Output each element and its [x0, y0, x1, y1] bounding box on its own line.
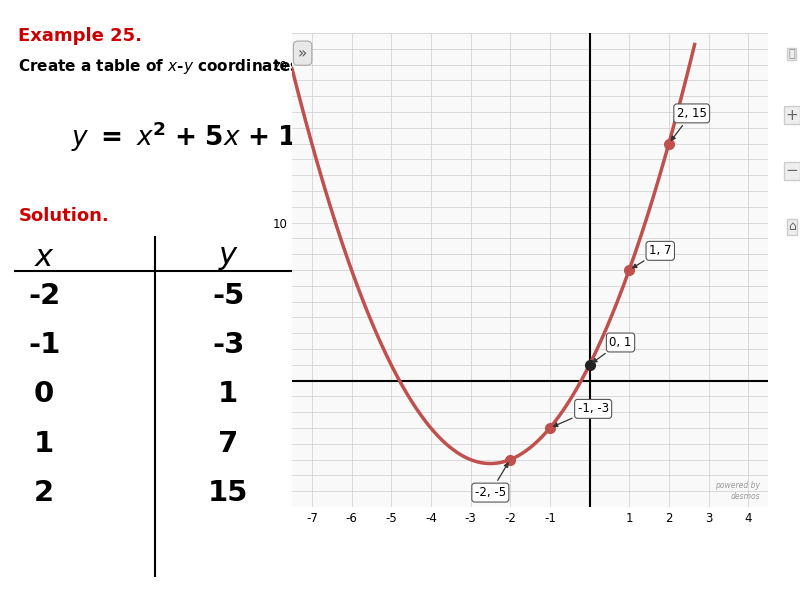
- Text: ⌂: ⌂: [788, 220, 796, 233]
- Text: »: »: [298, 46, 307, 61]
- Text: 1: 1: [34, 430, 54, 458]
- Text: 1, 7: 1, 7: [633, 244, 671, 268]
- Text: 0, 1: 0, 1: [593, 336, 632, 362]
- Text: 2, 15: 2, 15: [671, 107, 706, 140]
- Text: -3: -3: [212, 331, 245, 359]
- Text: -5: -5: [212, 282, 244, 310]
- Text: -2: -2: [28, 282, 60, 310]
- Text: +: +: [786, 108, 798, 123]
- Text: 1: 1: [218, 380, 238, 409]
- Text: powered by
desmos: powered by desmos: [715, 481, 760, 500]
- Text: 15: 15: [208, 479, 248, 507]
- Text: 2: 2: [34, 479, 54, 507]
- Text: −: −: [786, 163, 798, 178]
- Text: -2, -5: -2, -5: [474, 463, 508, 499]
- Text: 🔧: 🔧: [789, 49, 795, 59]
- Text: -1, -3: -1, -3: [554, 403, 609, 427]
- Text: $\mathbf{\mathit{y}}$: $\mathbf{\mathit{y}}$: [218, 243, 238, 272]
- Text: -1: -1: [28, 331, 60, 359]
- Text: Create a table of $\mathit{x}$-$\mathit{y}$ coordinates and graph the function.: Create a table of $\mathit{x}$-$\mathit{…: [18, 57, 509, 76]
- Text: Solution.: Solution.: [18, 207, 109, 225]
- Text: $\mathbf{\mathit{x}}$: $\mathbf{\mathit{x}}$: [34, 243, 54, 272]
- Text: $\mathbf{\mathit{y}}$ $\mathbf{=}$ $\mathbf{\mathit{x}}$$\mathbf{^2}$ $\mathbf{+: $\mathbf{\mathit{y}}$ $\mathbf{=}$ $\mat…: [71, 120, 297, 154]
- Text: Example 25.: Example 25.: [18, 27, 142, 45]
- Text: 7: 7: [218, 430, 238, 458]
- Text: 0: 0: [34, 380, 54, 409]
